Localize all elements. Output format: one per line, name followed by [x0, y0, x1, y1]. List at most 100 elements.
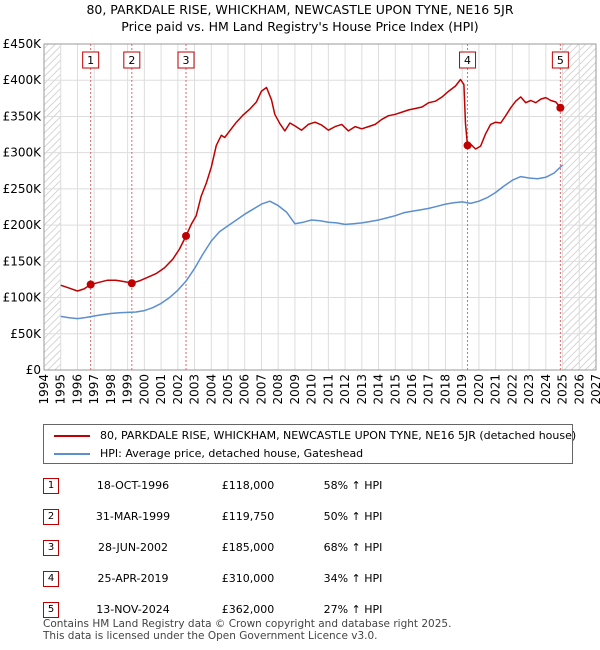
x-tick-label: 2013	[355, 374, 369, 405]
x-tick-label: 2027	[589, 374, 600, 405]
sale-point	[182, 231, 191, 240]
sale-hpi-change: 50% ↑ HPI	[323, 510, 383, 523]
legend-label-property: 80, PARKDALE RISE, WHICKHAM, NEWCASTLE U…	[100, 429, 577, 442]
sale-number-box	[459, 51, 477, 69]
sale-date: 31-MAR-1999	[95, 510, 171, 523]
sale-date: 18-OCT-1996	[96, 479, 170, 492]
sale-number-box	[177, 51, 195, 69]
x-tick-label: 2003	[188, 374, 202, 405]
sale-date: 25-APR-2019	[97, 572, 169, 585]
x-tick-label: 2019	[455, 374, 469, 405]
sale-hpi-change: 68% ↑ HPI	[323, 541, 383, 554]
sale-hpi-change: 27% ↑ HPI	[323, 603, 383, 616]
plot-background	[44, 44, 596, 370]
x-tick-label: 2005	[221, 374, 235, 405]
y-tick-label: £250K	[3, 182, 43, 196]
sale-point	[463, 141, 472, 150]
sale-number-box	[551, 51, 569, 69]
hpi-line	[60, 164, 564, 320]
sale-date: 13-NOV-2024	[96, 603, 170, 616]
x-tick-label: 2006	[238, 374, 252, 405]
x-tick-label: 2002	[171, 374, 185, 405]
x-tick-label: 2014	[372, 374, 386, 405]
sale-point	[556, 103, 565, 112]
sale-number-badge: 5	[43, 601, 59, 618]
x-tick-label: 2016	[405, 374, 419, 405]
y-tick-label: £400K	[3, 73, 43, 87]
sale-number-label: 5	[557, 54, 564, 67]
sale-number-label: 1	[87, 54, 94, 67]
sale-number-label: 2	[128, 54, 135, 67]
sale-hpi-change: 34% ↑ HPI	[323, 572, 383, 585]
x-tick-label: 2020	[472, 374, 486, 405]
x-tick-label: 2024	[539, 374, 553, 405]
x-tick-label: 2017	[422, 374, 436, 405]
x-tick-label: 1996	[70, 374, 84, 405]
x-tick-label: 1997	[87, 374, 101, 405]
sale-price: £185,000	[221, 541, 275, 554]
x-tick-label: 1999	[121, 374, 135, 405]
x-tick-label: 2012	[338, 374, 352, 405]
x-tick-label: 2025	[556, 374, 570, 405]
sale-point	[127, 279, 136, 288]
chart-subtitle: Price paid vs. HM Land Registry's House …	[121, 19, 478, 34]
legend-swatch-hpi	[54, 453, 90, 455]
footer-notice: Contains HM Land Registry data © Crown c…	[43, 618, 451, 642]
y-tick-label: £300K	[3, 146, 43, 160]
sale-number-badge: 4	[43, 570, 59, 587]
sale-number-badge: 3	[43, 539, 59, 556]
x-tick-label: 2026	[572, 374, 586, 405]
sale-hpi-change: 58% ↑ HPI	[323, 479, 383, 492]
sale-number-box	[82, 51, 100, 69]
x-tick-label: 2023	[522, 374, 536, 405]
x-tick-label: 1994	[37, 374, 51, 405]
x-tick-label: 2004	[204, 374, 218, 405]
x-tick-label: 2001	[154, 374, 168, 405]
x-tick-label: 2007	[254, 374, 268, 405]
property-price-line	[60, 78, 564, 292]
sale-price: £118,000	[221, 479, 275, 492]
sales-table: 1 18-OCT-1996 £118,000 58% ↑ HPI 2 31-MA…	[43, 470, 403, 625]
sale-number-box	[123, 51, 141, 69]
price-chart: 80, PARKDALE RISE, WHICKHAM, NEWCASTLE U…	[3, 2, 600, 405]
y-tick-label: £450K	[3, 37, 43, 51]
table-row: 5 13-NOV-2024 £362,000 27% ↑ HPI	[43, 594, 403, 625]
x-tick-label: 2008	[271, 374, 285, 405]
x-tick-label: 2011	[321, 374, 335, 405]
sale-price: £119,750	[221, 510, 275, 523]
table-row: 2 31-MAR-1999 £119,750 50% ↑ HPI	[43, 501, 403, 532]
y-tick-label: £0	[26, 363, 41, 377]
table-row: 3 28-JUN-2002 £185,000 68% ↑ HPI	[43, 532, 403, 563]
legend-swatch-property	[54, 435, 90, 437]
x-tick-label: 2015	[388, 374, 402, 405]
hatch-region-before	[44, 44, 61, 370]
sale-point	[86, 280, 95, 289]
y-tick-label: £150K	[3, 254, 43, 268]
footer-licence: This data is licensed under the Open Gov…	[43, 630, 378, 642]
sale-price: £362,000	[221, 603, 275, 616]
chart-title: 80, PARKDALE RISE, WHICKHAM, NEWCASTLE U…	[86, 2, 513, 17]
sale-price: £310,000	[221, 572, 275, 585]
sale-number-label: 3	[183, 54, 190, 67]
sale-number-badge: 2	[43, 508, 59, 525]
sale-number-label: 4	[464, 54, 471, 67]
x-tick-label: 2010	[305, 374, 319, 405]
plot-area: £0 £50K £100K £150K £200K £250K £300K £350K £400…	[3, 37, 600, 405]
y-tick-label: £350K	[3, 109, 43, 123]
x-tick-label: 2000	[137, 374, 151, 405]
x-tick-label: 2018	[438, 374, 452, 405]
table-row: 1 18-OCT-1996 £118,000 58% ↑ HPI	[43, 470, 403, 501]
y-tick-label: £50K	[10, 327, 42, 341]
footer-copyright: Contains HM Land Registry data © Crown c…	[43, 618, 452, 630]
x-tick-label: 1998	[104, 374, 118, 405]
table-row: 4 25-APR-2019 £310,000 34% ↑ HPI	[43, 563, 403, 594]
x-tick-label: 2009	[288, 374, 302, 405]
x-tick-label: 1995	[54, 374, 68, 405]
plot-frame	[43, 43, 597, 371]
legend-label-hpi: HPI: Average price, detached house, Gate…	[100, 447, 364, 460]
x-tick-label: 2022	[505, 374, 519, 405]
x-tick-label: 2021	[489, 374, 503, 405]
sale-date: 28-JUN-2002	[97, 541, 169, 554]
legend: 80, PARKDALE RISE, WHICKHAM, NEWCASTLE U…	[43, 424, 577, 464]
sale-number-badge: 1	[43, 477, 59, 494]
